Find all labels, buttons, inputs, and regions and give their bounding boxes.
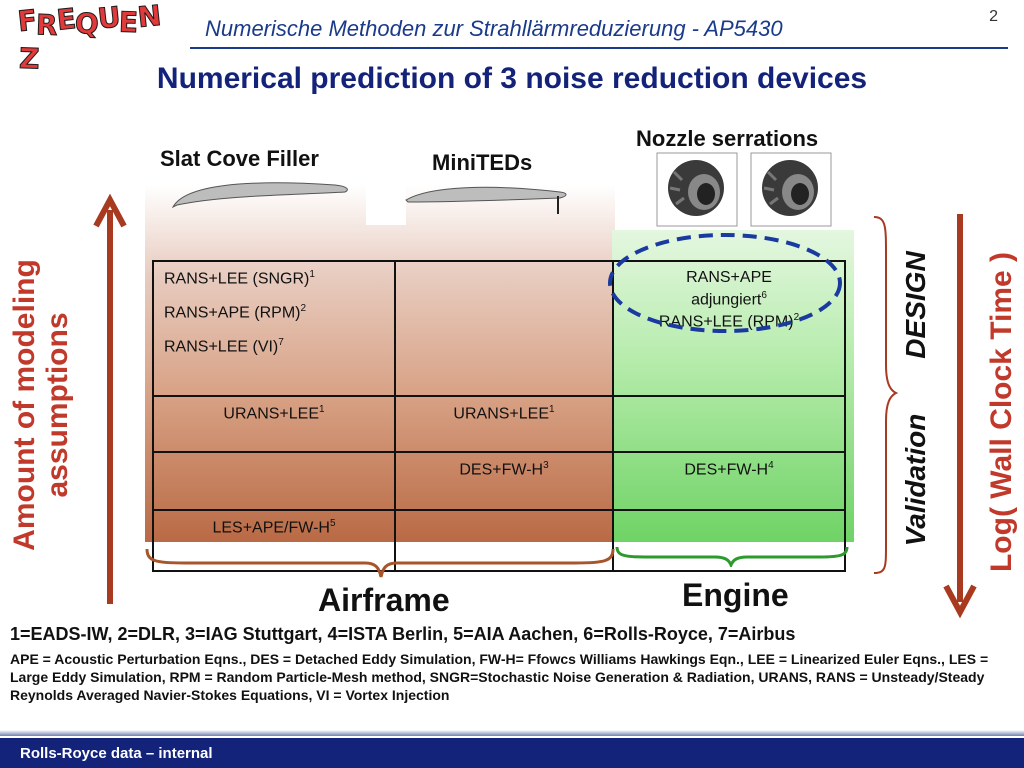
table-cell: RANS+APE adjungiert6 RANS+LEE (RPM)2	[612, 260, 846, 397]
panel-notch	[366, 185, 406, 225]
airframe-brace-icon	[145, 548, 615, 578]
miniteds-airfoil-icon	[405, 186, 567, 214]
table-cell: DES+FW-H3	[394, 451, 614, 511]
wall-clock-time-arrow-icon	[943, 214, 977, 619]
footer-gradient-rule	[0, 730, 1024, 736]
table-cell: RANS+LEE (SNGR)1 RANS+APE (RPM)2 RANS+LE…	[152, 260, 396, 397]
table-cell	[612, 395, 846, 453]
table-cell	[152, 451, 396, 511]
validation-label: Validation	[900, 413, 931, 547]
table-row: URANS+LEE1 URANS+LEE1	[152, 395, 846, 453]
right-axis-label: Log( Wall Clock Time )	[985, 251, 1018, 573]
frequenz-logo: FREQUENZ	[16, 0, 162, 76]
footer-bar	[0, 738, 1024, 768]
nozzle-serration-icon	[656, 152, 738, 227]
miniteds-label: MiniTEDs	[432, 150, 533, 175]
highlight-ellipse	[608, 233, 842, 333]
table-cell	[394, 260, 614, 397]
footnote-abbreviations: APE = Acoustic Perturbation Eqns., DES =…	[10, 651, 989, 703]
table-row: DES+FW-H3 DES+FW-H4	[152, 451, 846, 511]
left-axis-label: Amount of modeling assumptions	[8, 259, 74, 551]
design-validation-brace-icon	[873, 216, 898, 574]
slat-airfoil-icon	[171, 182, 348, 209]
table-cell: URANS+LEE1	[394, 395, 614, 453]
header-divider	[190, 47, 1008, 49]
method-table: RANS+LEE (SNGR)1 RANS+APE (RPM)2 RANS+LE…	[152, 260, 846, 572]
table-cell: URANS+LEE1	[152, 395, 396, 453]
engine-brace-icon	[615, 546, 849, 567]
nozzle-serrations-label: Nozzle serrations	[636, 126, 819, 151]
table-cell: DES+FW-H4	[612, 451, 846, 511]
slat-cove-filler-label: Slat Cove Filler	[160, 146, 319, 171]
airframe-label: Airframe	[318, 582, 450, 618]
footnote-sources: 1=EADS-IW, 2=DLR, 3=IAG Stuttgart, 4=IST…	[10, 624, 796, 644]
modeling-assumptions-arrow-icon	[93, 193, 127, 604]
engine-label: Engine	[682, 577, 789, 613]
page-number: 2	[989, 8, 998, 25]
slide-title: Numerical prediction of 3 noise reductio…	[156, 62, 868, 95]
nozzle-serration-icon-2	[750, 152, 832, 227]
footer-text: Rolls-Royce data – internal	[20, 745, 213, 762]
header-title: Numerische Methoden zur Strahllärmreduzi…	[205, 16, 783, 41]
design-label: DESIGN	[900, 251, 931, 359]
table-row: RANS+LEE (SNGR)1 RANS+APE (RPM)2 RANS+LE…	[152, 260, 846, 397]
